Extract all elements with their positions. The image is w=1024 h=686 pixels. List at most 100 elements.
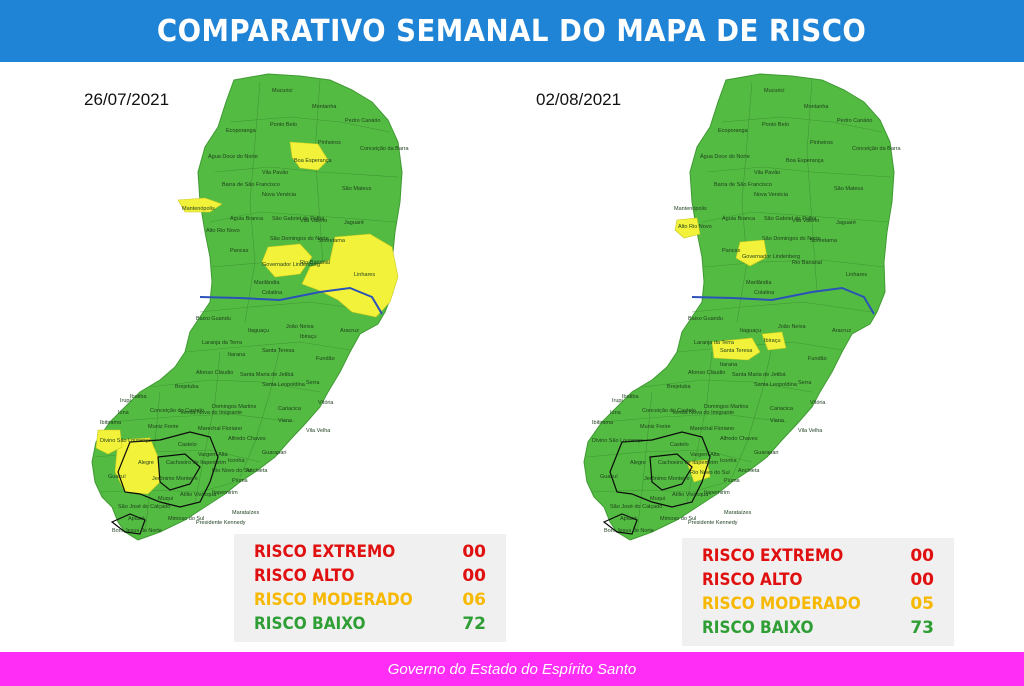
svg-text:São José do Calçado: São José do Calçado (610, 504, 662, 510)
svg-text:Pancas: Pancas (230, 248, 249, 254)
svg-text:Muniz Freire: Muniz Freire (640, 424, 671, 430)
svg-text:Muqui: Muqui (158, 496, 173, 502)
svg-text:Ibitirama: Ibitirama (100, 420, 122, 426)
legend-row-extremo: RISCO EXTREMO 00 (254, 540, 486, 564)
legend-value: 00 (462, 542, 486, 562)
risk-map-week-1: Mucurici Montanha Ecoporanga Ponto Belo … (91, 73, 410, 541)
municipality-labels: Mucurici Montanha Ecoporanga Ponto Belo … (100, 88, 410, 534)
footer-text: Governo do Estado do Espírito Santo (387, 660, 637, 678)
svg-text:Marechal Floriano: Marechal Floriano (690, 426, 734, 432)
svg-text:Alegre: Alegre (630, 460, 646, 466)
svg-text:Alto Rio Novo: Alto Rio Novo (678, 224, 712, 230)
svg-text:Ecoporanga: Ecoporanga (226, 128, 257, 134)
svg-text:Mimoso do Sul: Mimoso do Sul (168, 516, 204, 522)
svg-text:Ponto Belo: Ponto Belo (762, 122, 789, 128)
svg-text:Marilândia: Marilândia (254, 280, 280, 286)
legend-row-moderado: RISCO MODERADO 05 (702, 592, 934, 616)
svg-text:Alfredo Chaves: Alfredo Chaves (228, 436, 266, 442)
svg-text:Jerônimo Monteiro: Jerônimo Monteiro (152, 476, 198, 482)
svg-text:Pancas: Pancas (722, 248, 741, 254)
rio-doce-river (199, 286, 383, 315)
map-panel-week-1: Mucurici Montanha Ecoporanga Ponto Belo … (0, 62, 512, 652)
svg-text:Ibitirama: Ibitirama (592, 420, 614, 426)
svg-text:Vila Pavão: Vila Pavão (754, 170, 780, 176)
svg-text:Itarana: Itarana (720, 362, 738, 368)
svg-text:Ibatiba: Ibatiba (130, 394, 147, 400)
svg-text:Boa Esperança: Boa Esperança (294, 158, 333, 164)
legend-value: 73 (910, 618, 934, 638)
svg-text:Governador Lindenberg: Governador Lindenberg (262, 262, 320, 268)
municipal-borders (586, 79, 891, 533)
svg-text:Castelo: Castelo (670, 442, 689, 448)
svg-text:Divino São Lourenço: Divino São Lourenço (592, 438, 643, 444)
svg-text:Santa Maria de Jetibá: Santa Maria de Jetibá (732, 372, 786, 378)
svg-text:Muniz Freire: Muniz Freire (148, 424, 179, 430)
legend-value: 00 (462, 566, 486, 586)
legend-label: RISCO BAIXO (254, 614, 366, 634)
svg-text:Cachoeiro de Itapemirim: Cachoeiro de Itapemirim (658, 460, 718, 466)
svg-text:Presidente Kennedy: Presidente Kennedy (688, 520, 738, 526)
svg-text:Itapemirim: Itapemirim (704, 490, 730, 496)
moderate-risk-areas (95, 141, 399, 495)
svg-text:Iúna: Iúna (118, 410, 130, 416)
risk-map-week-2: Mucurici Montanha Ecoporanga Ponto Belo … (583, 73, 902, 541)
legend-value: 00 (910, 570, 934, 590)
legend-row-alto: RISCO ALTO 00 (702, 568, 934, 592)
svg-text:Aracruz: Aracruz (832, 328, 851, 334)
svg-text:Aracruz: Aracruz (340, 328, 359, 334)
svg-text:Domingos Martins: Domingos Martins (704, 404, 749, 410)
moderate-risk-areas (674, 217, 787, 483)
svg-text:Jaguaré: Jaguaré (836, 220, 856, 226)
svg-text:Guaçuí: Guaçuí (108, 474, 126, 480)
svg-text:Água Doce do Norte: Água Doce do Norte (208, 153, 258, 160)
svg-text:Santa Teresa: Santa Teresa (262, 348, 295, 354)
svg-text:João Neiva: João Neiva (778, 324, 806, 330)
svg-text:Linhares: Linhares (354, 272, 375, 278)
svg-text:Iconha: Iconha (720, 458, 737, 464)
svg-text:Brejetuba: Brejetuba (175, 384, 199, 390)
svg-text:Barra de São Francisco: Barra de São Francisco (222, 182, 280, 188)
svg-text:Pinheiros: Pinheiros (810, 140, 833, 146)
svg-text:Viana: Viana (770, 418, 785, 424)
south-region-outline (110, 431, 219, 535)
svg-text:Piúma: Piúma (232, 478, 249, 484)
svg-text:Jerônimo Monteiro: Jerônimo Monteiro (644, 476, 690, 482)
svg-text:Conceição da Barra: Conceição da Barra (360, 146, 410, 152)
svg-text:Iconha: Iconha (228, 458, 245, 464)
svg-text:Pedro Canário: Pedro Canário (345, 118, 380, 124)
svg-text:Anchieta: Anchieta (246, 468, 268, 474)
svg-text:Guarapari: Guarapari (262, 450, 286, 456)
svg-text:Santa Teresa: Santa Teresa (720, 348, 753, 354)
svg-text:Marataízes: Marataízes (232, 510, 259, 516)
svg-text:Ibiraçu: Ibiraçu (300, 334, 317, 340)
svg-text:Vargem Alta: Vargem Alta (198, 452, 228, 458)
svg-text:São José do Calçado: São José do Calçado (118, 504, 170, 510)
svg-text:Apiacá: Apiacá (128, 516, 146, 522)
legend-label: RISCO ALTO (702, 570, 803, 590)
svg-text:Irupi: Irupi (612, 398, 623, 404)
svg-text:Atílio Vivácqua: Atílio Vivácqua (180, 492, 217, 498)
svg-text:Vargem Alta: Vargem Alta (690, 452, 720, 458)
svg-text:Afonso Cláudio: Afonso Cláudio (196, 370, 233, 376)
svg-text:Marataízes: Marataízes (724, 510, 751, 516)
svg-text:Vitória: Vitória (810, 400, 826, 406)
legend-row-moderado: RISCO MODERADO 06 (254, 588, 486, 612)
svg-text:São Mateus: São Mateus (834, 186, 864, 192)
svg-text:Águia Branca: Águia Branca (230, 215, 264, 222)
svg-text:Colatina: Colatina (754, 290, 775, 296)
legend-value: 00 (910, 546, 934, 566)
svg-text:Águia Branca: Águia Branca (722, 215, 756, 222)
svg-text:Cariacica: Cariacica (278, 406, 302, 412)
legend-row-baixo: RISCO BAIXO 73 (702, 616, 934, 640)
svg-text:João Neiva: João Neiva (286, 324, 314, 330)
svg-text:Rio Novo do Sul: Rio Novo do Sul (212, 468, 252, 474)
risk-legend: RISCO EXTREMO 00 RISCO ALTO 00 RISCO MOD… (682, 538, 954, 646)
svg-text:Rio Bananal: Rio Bananal (792, 260, 822, 266)
svg-text:Pedro Canário: Pedro Canário (837, 118, 872, 124)
legend-label: RISCO EXTREMO (254, 542, 396, 562)
svg-text:Anchieta: Anchieta (738, 468, 760, 474)
svg-text:Serra: Serra (798, 380, 812, 386)
south-region-outline (602, 431, 711, 535)
svg-text:Fundão: Fundão (316, 356, 335, 362)
svg-text:Afonso Cláudio: Afonso Cláudio (688, 370, 725, 376)
